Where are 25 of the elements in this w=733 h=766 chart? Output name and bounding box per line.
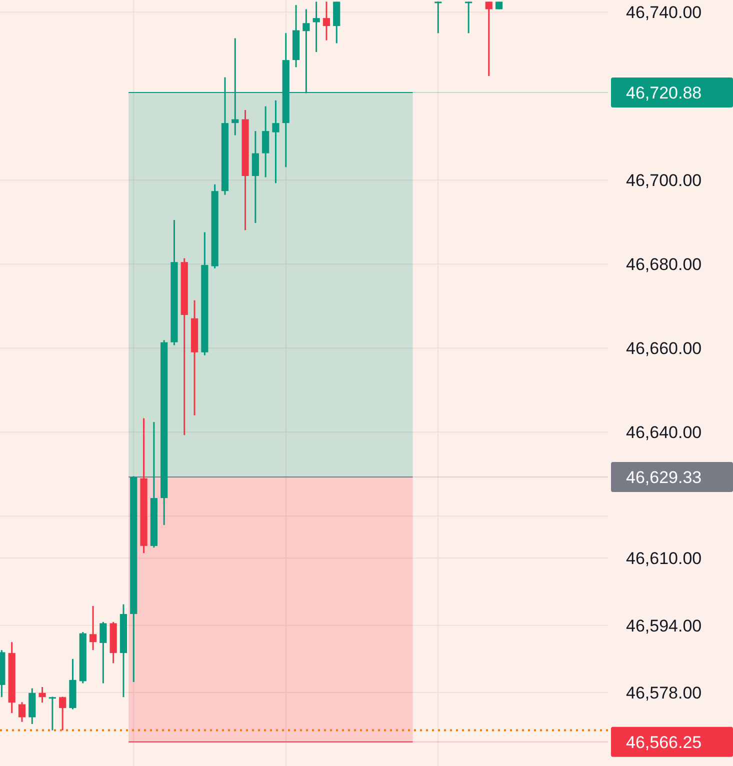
candlestick <box>100 621 107 684</box>
y-tick-label: 46,700.00 <box>626 171 702 190</box>
candlestick <box>434 0 442 34</box>
candlestick <box>322 0 330 42</box>
candlestick <box>59 696 66 732</box>
candlestick <box>312 0 320 53</box>
candlestick <box>89 605 97 651</box>
y-tick-label: 46,578.00 <box>626 683 702 702</box>
y-tick-label: 46,610.00 <box>626 549 702 568</box>
candlestick <box>38 686 46 704</box>
y-tick-label: 46,740.00 <box>626 3 702 22</box>
candlestick <box>48 696 56 732</box>
ref-line-label: 46,629.33 <box>626 468 702 487</box>
y-tick-label: 46,640.00 <box>626 423 702 442</box>
candlestick <box>252 130 259 224</box>
ref-line-label: 46,720.88 <box>626 83 702 102</box>
candlestick <box>18 701 26 723</box>
candlestick <box>272 100 280 184</box>
y-tick-label: 46,660.00 <box>626 339 702 358</box>
y-tick-label: 46,680.00 <box>626 255 702 274</box>
y-tick-label: 46,594.00 <box>626 616 702 636</box>
ref-line-label: 46,566.25 <box>626 732 702 752</box>
candlestick <box>465 0 472 34</box>
candlestick <box>485 0 492 77</box>
candlestick <box>262 106 270 178</box>
